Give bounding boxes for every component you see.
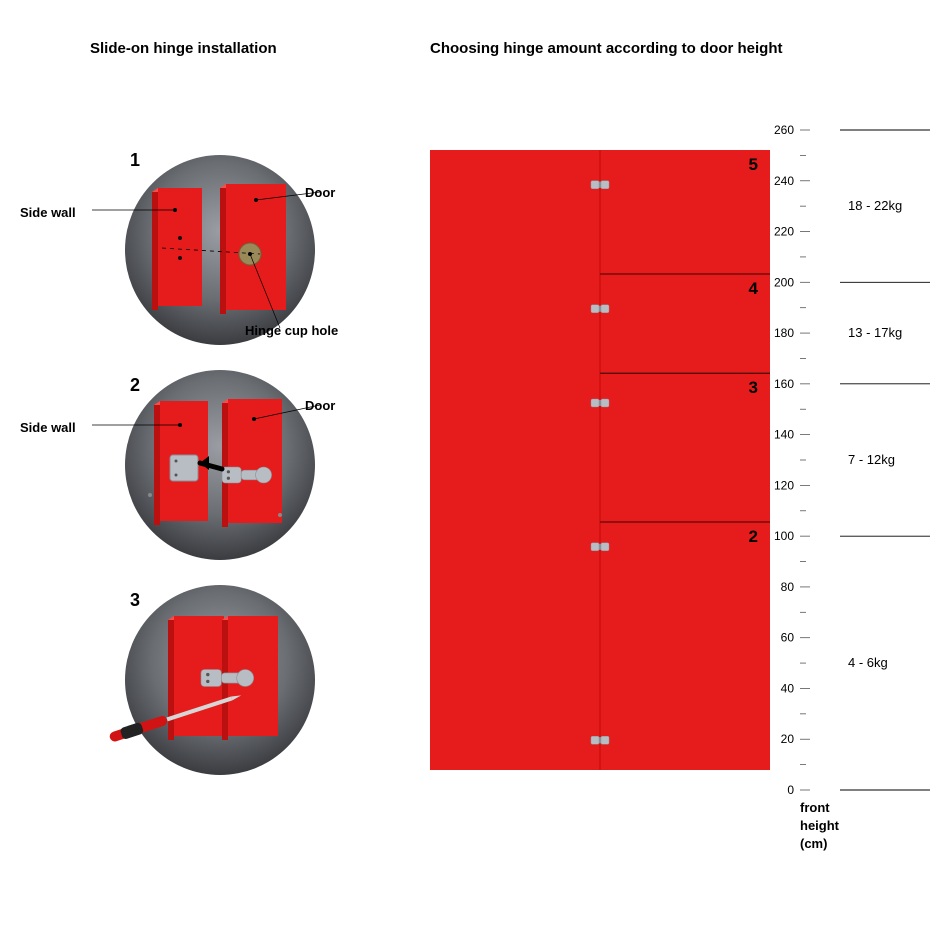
svg-text:80: 80 <box>781 580 795 594</box>
svg-text:260: 260 <box>774 123 794 137</box>
svg-text:0: 0 <box>787 783 794 797</box>
svg-text:180: 180 <box>774 326 794 340</box>
svg-text:20: 20 <box>781 732 795 746</box>
svg-text:60: 60 <box>781 631 795 645</box>
svg-text:160: 160 <box>774 377 794 391</box>
scale-caption-1: front <box>800 800 830 815</box>
scale-caption-2: height <box>800 818 839 833</box>
svg-text:13 - 17kg: 13 - 17kg <box>848 325 902 340</box>
svg-text:240: 240 <box>774 174 794 188</box>
svg-text:4 - 6kg: 4 - 6kg <box>848 655 888 670</box>
svg-text:40: 40 <box>781 681 795 695</box>
svg-text:7 - 12kg: 7 - 12kg <box>848 452 895 467</box>
scale-caption-3: (cm) <box>800 836 827 851</box>
svg-text:120: 120 <box>774 478 794 492</box>
svg-text:100: 100 <box>774 529 794 543</box>
svg-text:140: 140 <box>774 428 794 442</box>
svg-text:18 - 22kg: 18 - 22kg <box>848 198 902 213</box>
svg-text:220: 220 <box>774 225 794 239</box>
svg-text:200: 200 <box>774 275 794 289</box>
